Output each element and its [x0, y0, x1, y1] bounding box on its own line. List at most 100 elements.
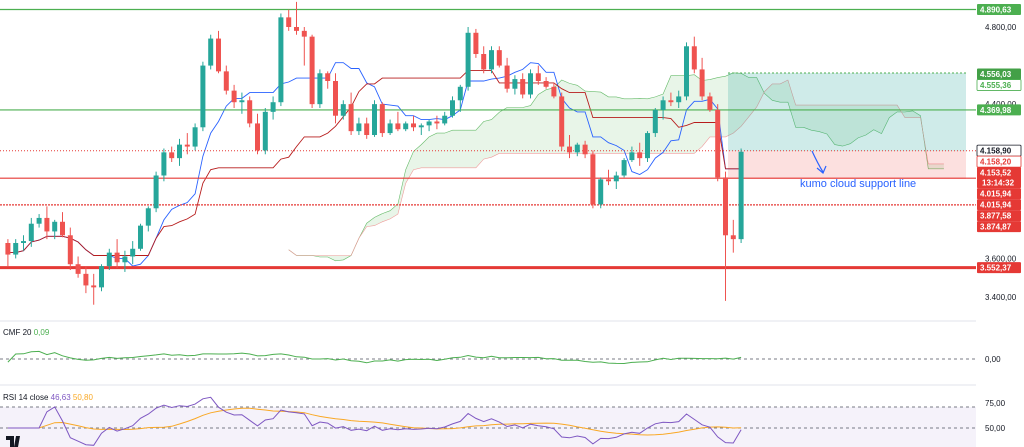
rsi-band	[0, 407, 976, 447]
price-tag: 4.158,90	[976, 144, 1022, 157]
price-tick-label: 4.800,00	[985, 23, 1017, 32]
candle	[67, 227, 73, 270]
candle	[278, 13, 284, 107]
candle	[317, 69, 323, 108]
candle	[99, 264, 104, 292]
candle-body	[177, 144, 182, 159]
annotation-label: kumo cloud support line	[800, 178, 916, 190]
candle	[512, 75, 518, 95]
tenkan-sen-line	[7, 62, 742, 267]
candle-body	[52, 221, 58, 232]
candle-body	[535, 73, 541, 81]
candle-body	[239, 100, 245, 103]
kijun-sen-line	[7, 69, 742, 256]
candle-body	[395, 123, 401, 130]
candle-body	[450, 100, 455, 116]
candle	[106, 248, 112, 270]
rsi-title: RSI 14 close 46,63 50,80	[3, 393, 93, 402]
candle-body	[130, 248, 136, 257]
candle-body	[465, 32, 471, 87]
candle-body	[738, 151, 744, 240]
candle-body	[379, 104, 385, 134]
price-tag-label: 4.158,20	[980, 158, 1012, 167]
long-position-tool[interactable]	[728, 72, 966, 179]
candle-body	[582, 144, 588, 155]
candle-body	[21, 241, 26, 243]
candle-body	[457, 86, 463, 101]
candle	[637, 142, 643, 166]
candle	[169, 146, 175, 162]
candle	[387, 119, 393, 135]
candle	[395, 111, 401, 132]
candle-body	[60, 221, 65, 236]
price-tag: 4.369,98	[977, 104, 1021, 116]
candle-body	[13, 243, 19, 255]
candle	[473, 28, 479, 58]
candle	[192, 123, 198, 151]
candle	[528, 69, 533, 99]
candle	[629, 146, 635, 162]
candle-body	[520, 79, 526, 95]
stop-zone	[728, 151, 966, 179]
candle-body	[208, 38, 214, 66]
candle-body	[67, 235, 73, 265]
candle-body	[606, 179, 611, 182]
price-tag: 4.556,03	[977, 68, 1021, 80]
candle	[270, 96, 276, 120]
price-tag-label: 4.369,98	[980, 106, 1012, 115]
candle-body	[5, 243, 11, 255]
candle-body	[645, 133, 650, 159]
price-pane: kumo cloud support line	[0, 1, 976, 305]
candle-body	[278, 17, 284, 103]
candle	[75, 256, 81, 278]
candle	[411, 115, 416, 132]
candle	[559, 92, 565, 151]
price-tags: 4.890,63 4.556,03 4.555,36 4.369,98 4.158,90…	[976, 4, 1022, 274]
candle	[262, 108, 268, 155]
candle-body	[153, 175, 159, 209]
candle	[364, 117, 370, 139]
candle	[442, 111, 448, 126]
cmf-period: 20	[23, 328, 32, 337]
candle-body	[707, 96, 713, 110]
candle-body	[333, 81, 338, 116]
candle-body	[621, 160, 627, 176]
candle	[606, 169, 611, 186]
candle-body	[489, 50, 494, 70]
candle	[184, 133, 190, 155]
price-tag-bg	[977, 4, 1021, 16]
price-tag: 3.877,58	[977, 210, 1021, 222]
price-tag-label: 3.552,37	[980, 264, 1012, 273]
rsi-source: close	[30, 393, 49, 402]
candle	[60, 212, 65, 238]
candle	[36, 214, 42, 228]
rsi-period: 14	[19, 393, 28, 402]
horizontal-levels[interactable]	[0, 8, 976, 270]
candle	[434, 115, 440, 130]
candle	[340, 100, 346, 120]
candle-body	[434, 121, 440, 124]
candle-body	[496, 50, 502, 66]
candle-body	[403, 123, 409, 130]
candle	[325, 71, 331, 89]
candle	[208, 34, 214, 70]
candle-body	[200, 65, 206, 128]
rsi-value: 46,63	[51, 393, 72, 402]
candle	[613, 171, 619, 189]
candle	[426, 119, 432, 132]
candle	[13, 239, 19, 259]
candle	[239, 92, 245, 114]
tradingview-logo-icon[interactable]	[6, 436, 20, 447]
price-tag: 4.015,94	[977, 188, 1021, 200]
price-axis[interactable]: 4.800,004.400,003.600,003.400,00 4.890,6…	[976, 0, 1024, 447]
candle	[520, 73, 526, 99]
candle	[44, 206, 50, 240]
rsi-ma-line	[7, 407, 742, 436]
candle	[21, 235, 26, 251]
candle	[145, 206, 151, 232]
countdown-label: 13:14:32	[982, 179, 1015, 188]
candle	[574, 142, 580, 157]
candle-body	[528, 73, 533, 95]
candle-body	[411, 123, 416, 128]
